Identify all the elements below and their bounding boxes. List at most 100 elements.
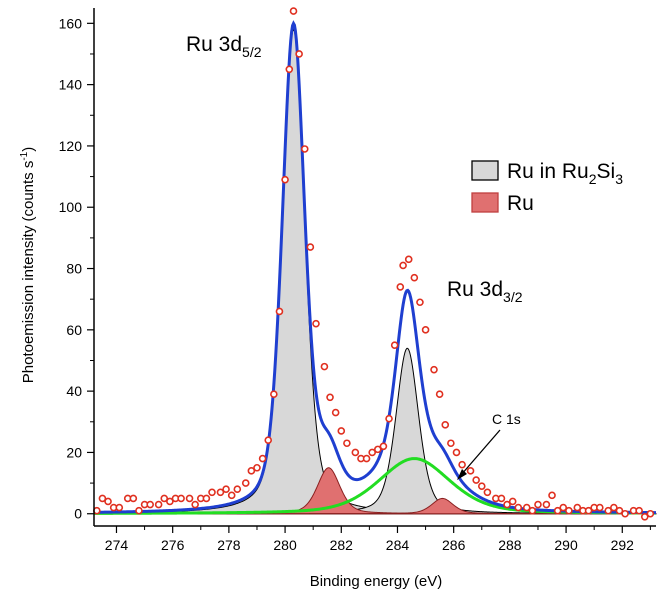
data-point: [584, 506, 593, 515]
data-point: [312, 319, 320, 328]
data-point: [435, 390, 444, 399]
data-point: [295, 50, 303, 58]
y-tick-label: 20: [66, 444, 82, 460]
y-tick-label: 40: [66, 383, 82, 399]
data-point: [548, 491, 556, 500]
data-point: [595, 503, 604, 512]
data-point: [447, 439, 455, 448]
x-tick-label: 276: [161, 537, 185, 553]
legend-label-ru2si3: Ru in Ru2Si3: [507, 160, 623, 187]
fit-line: [93, 20, 656, 515]
data-point: [253, 463, 261, 472]
data-point: [258, 454, 267, 463]
data-point: [351, 448, 360, 457]
ru2si3-peak-2: [93, 347, 657, 515]
x-tick-label: 292: [611, 537, 635, 553]
data-point: [604, 506, 613, 515]
data-point: [472, 476, 480, 484]
y-tick-label: 120: [59, 138, 83, 154]
data-point: [270, 390, 278, 399]
data-point: [385, 414, 393, 423]
data-point: [416, 298, 424, 307]
c1s-label: C 1s: [492, 411, 521, 427]
y-tick-label: 100: [59, 199, 83, 215]
data-point: [565, 506, 573, 515]
data-point: [202, 494, 211, 503]
data-point: [410, 273, 419, 282]
y-axis-label: Photoemission intensity (counts s-1): [19, 147, 37, 384]
fit-lines: [93, 20, 657, 515]
data-point: [275, 307, 284, 316]
data-point: [104, 497, 112, 506]
x-tick-label: 278: [217, 537, 241, 553]
data-point: [522, 503, 531, 512]
data-point: [374, 445, 382, 454]
x-tick-label: 274: [105, 537, 129, 553]
data-point: [430, 365, 438, 374]
y-tick-label: 80: [66, 261, 82, 277]
data-point: [166, 497, 174, 506]
component-fills: [93, 28, 657, 515]
data-point: [379, 442, 388, 451]
data-point: [573, 503, 582, 512]
data-point: [421, 326, 430, 334]
data-point: [497, 494, 506, 503]
x-axis-label: Binding energy (eV): [310, 573, 443, 590]
data-point: [208, 488, 216, 497]
data-point: [185, 494, 194, 503]
data-point: [154, 500, 163, 509]
data-point: [191, 500, 199, 509]
y-tick-label: 160: [59, 15, 83, 31]
data-point: [115, 503, 124, 512]
data-point: [227, 491, 236, 500]
data-point: [404, 255, 413, 264]
data-point: [160, 494, 169, 503]
data-point: [396, 283, 405, 291]
data-point: [559, 503, 568, 512]
data-point: [528, 506, 537, 515]
data-points: [93, 7, 655, 521]
x-tick-label: 284: [386, 537, 410, 553]
data-point: [306, 243, 315, 251]
data-point: [177, 494, 185, 503]
data-point: [466, 467, 475, 475]
data-point: [135, 506, 143, 515]
data-point: [289, 7, 298, 15]
data-point: [621, 509, 629, 518]
y-tick-label: 140: [59, 77, 83, 93]
data-point: [452, 448, 461, 457]
x-tick-label: 280: [273, 537, 297, 553]
x-ticks: 274 276 278 280 282 284 286 288 290 292: [105, 526, 651, 553]
data-point: [285, 65, 294, 74]
data-point: [610, 503, 618, 512]
data-point: [300, 145, 309, 153]
data-point: [241, 479, 250, 487]
y-ticks: 0 20 40 60 80 100 120 140 160: [59, 15, 94, 522]
data-point: [399, 261, 407, 270]
data-point: [146, 500, 154, 509]
data-point: [331, 408, 340, 417]
data-point: [646, 509, 655, 518]
data-point: [483, 488, 492, 497]
c1s-arrow: [457, 429, 501, 480]
x-tick-label: 288: [498, 537, 522, 553]
data-point: [458, 460, 466, 469]
data-point: [640, 512, 649, 521]
data-point: [553, 506, 562, 515]
y-tick-label: 60: [66, 322, 82, 338]
data-point: [222, 485, 230, 494]
legend-swatch-ru: [471, 192, 499, 213]
data-point: [514, 503, 523, 512]
y-tick-label: 0: [74, 506, 82, 522]
data-point: [615, 506, 624, 515]
data-point: [233, 485, 242, 494]
axes: [93, 8, 656, 527]
peak1-label: Ru 3d5/2: [186, 33, 262, 60]
data-point: [635, 506, 643, 515]
data-point: [542, 500, 551, 509]
x-tick-label: 290: [554, 537, 578, 553]
data-point: [216, 488, 225, 497]
data-point: [326, 393, 334, 402]
data-point: [534, 500, 542, 509]
